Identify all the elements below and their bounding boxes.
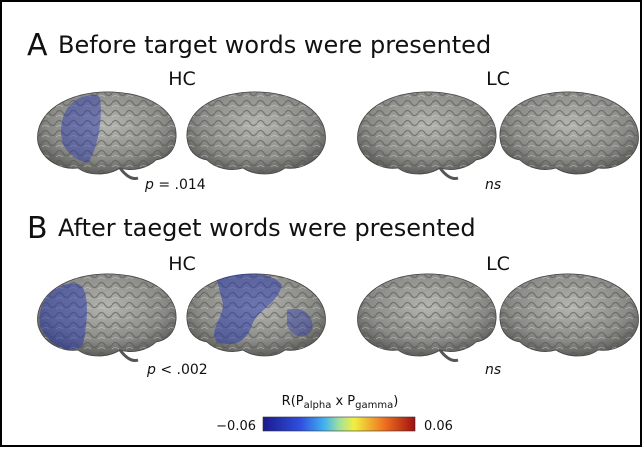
colorbar — [263, 417, 415, 431]
group-label: LC — [486, 68, 510, 90]
label-sub: gamma — [355, 400, 393, 411]
group-label: HC — [168, 68, 196, 90]
group-label: HC — [168, 253, 196, 275]
panel-letter: B — [27, 211, 48, 246]
label-sub: alpha — [304, 400, 332, 411]
label-part: R(P — [282, 394, 304, 409]
colorbar-max: 0.06 — [424, 419, 453, 434]
panel-title: After taeget words were presented — [58, 214, 476, 242]
label-part: ) — [393, 394, 398, 409]
group-label: LC — [486, 253, 510, 275]
stat-value: = .014 — [154, 177, 206, 193]
stat-symbol: ns — [485, 177, 501, 193]
stat: p = .014 — [144, 177, 206, 193]
label-part: x P — [331, 394, 355, 409]
stat-symbol: p — [146, 362, 156, 378]
stat-symbol: ns — [485, 362, 501, 378]
panel-letter: A — [27, 28, 48, 63]
figure: A Before target words were presented HC … — [0, 0, 642, 447]
panel-title: Before target words were presented — [58, 31, 491, 59]
colorbar-min: −0.06 — [216, 419, 256, 434]
stat: p < .002 — [146, 362, 208, 378]
stat-value: < .002 — [156, 362, 208, 378]
stat-symbol: p — [144, 177, 154, 193]
